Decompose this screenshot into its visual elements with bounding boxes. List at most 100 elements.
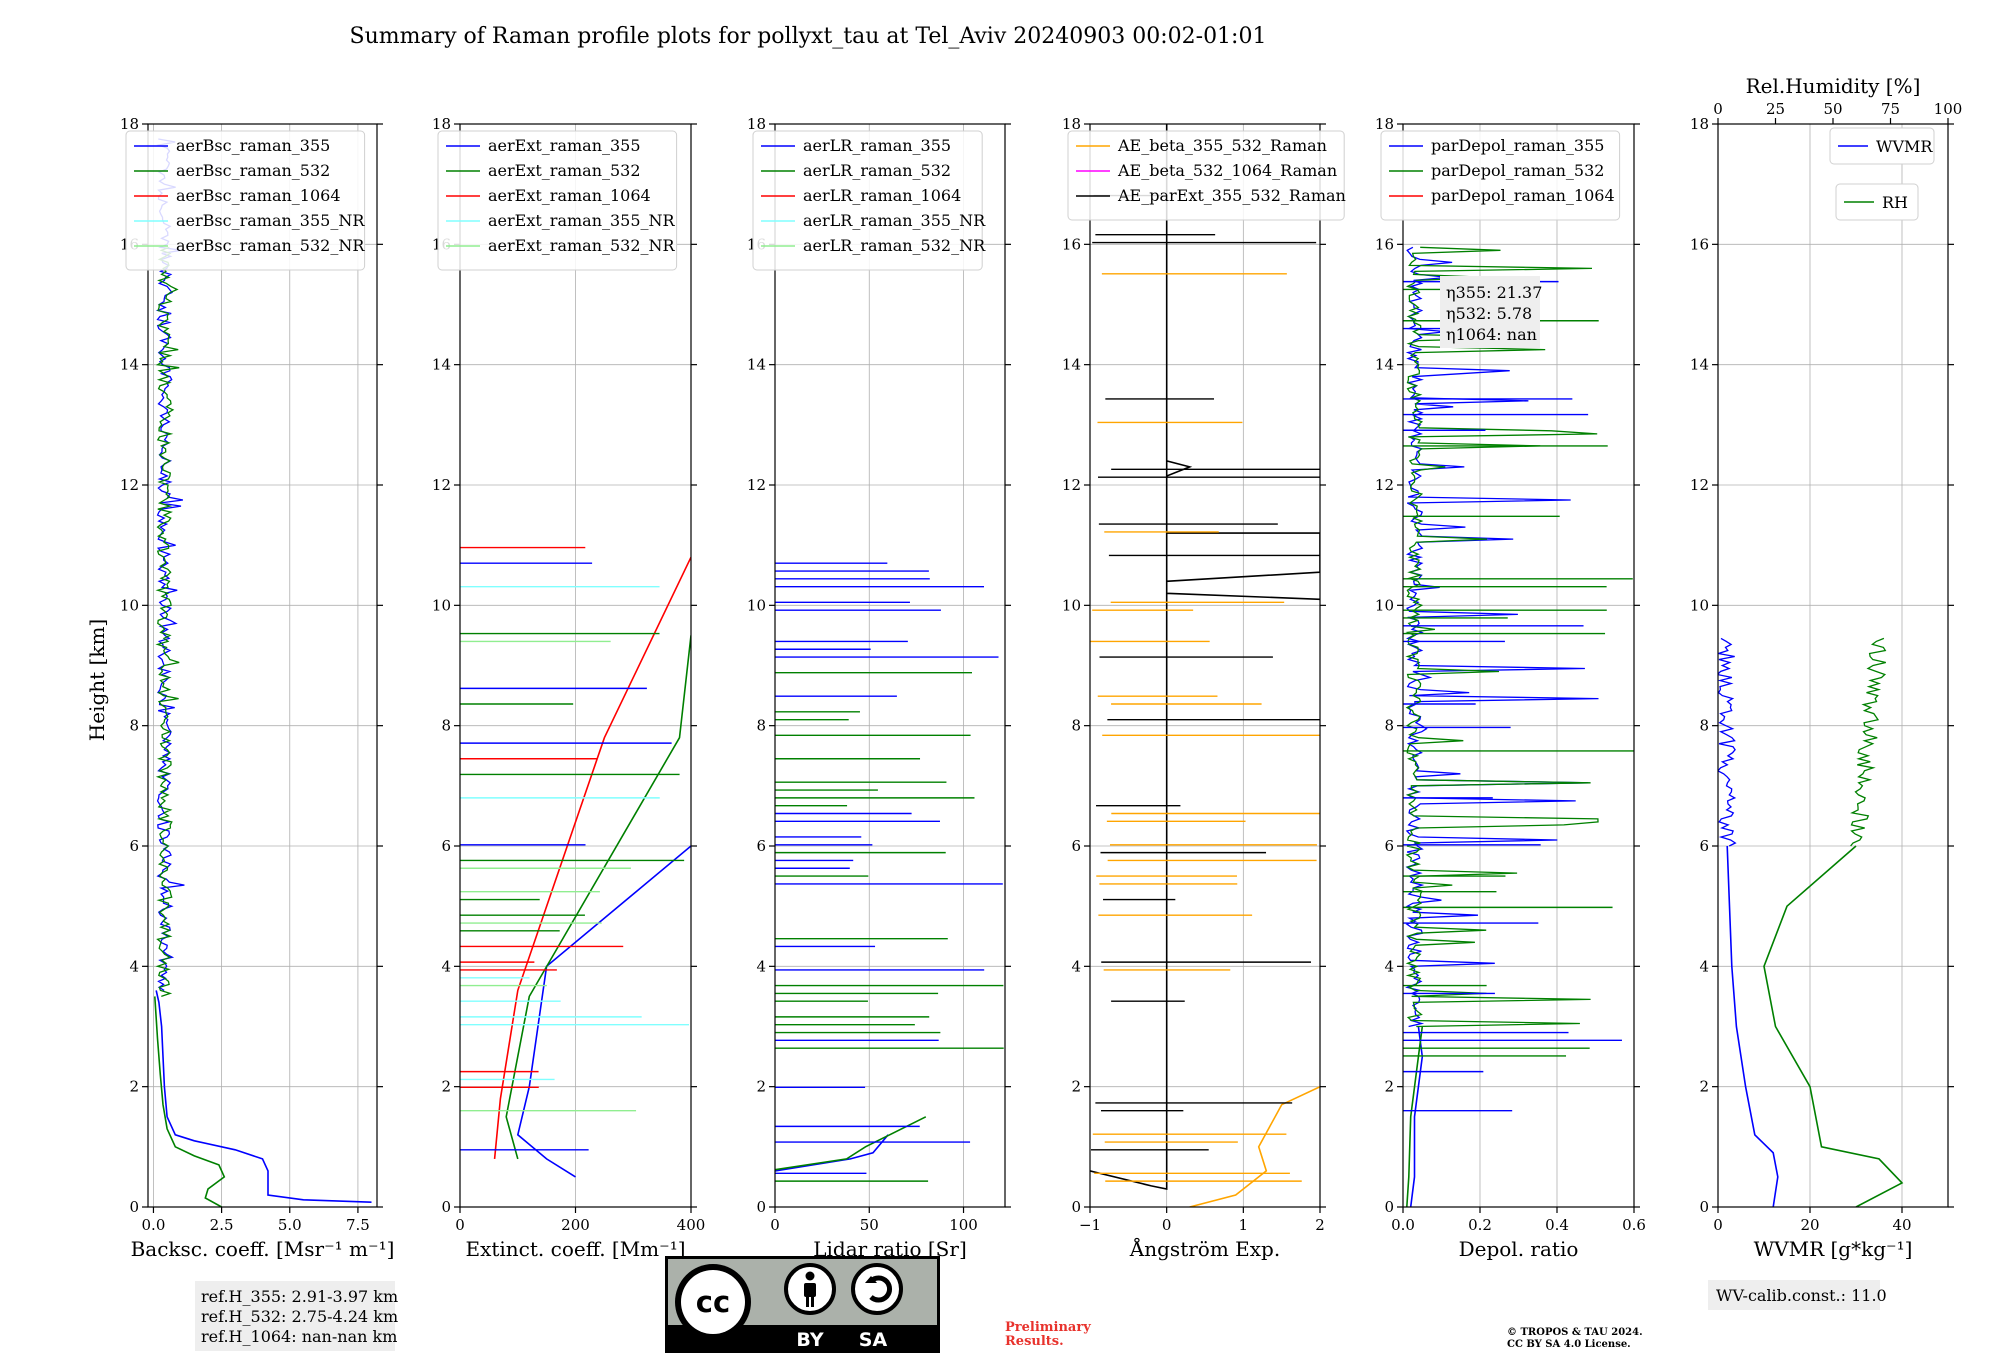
legend: parDepol_raman_355 parDepol_raman_532 parD… xyxy=(1380,130,1621,221)
series-aerExt_raman_355 xyxy=(516,845,691,1178)
legend-entry: aerExt_raman_355 xyxy=(488,136,641,155)
legend-entry: AE_beta_532_1064_Raman xyxy=(1117,161,1337,180)
legend-box xyxy=(437,130,678,271)
y-tick-label: 14 xyxy=(747,356,766,374)
series-parDepol_raman_355-upper xyxy=(1405,246,1599,1028)
tick-group: 0246810121416180200400 xyxy=(432,115,705,1234)
y-tick-label: 14 xyxy=(1690,356,1709,374)
y-tick-label: 18 xyxy=(747,115,766,133)
cc-icon-label: cc xyxy=(696,1285,730,1319)
data-layer xyxy=(1403,246,1634,1207)
cc-icon: cc xyxy=(675,1264,751,1340)
x-tick-label: 40 xyxy=(1892,1216,1911,1234)
x-tick-label: 2 xyxy=(1315,1216,1325,1234)
x-tick-label: −1 xyxy=(1079,1216,1101,1234)
axes-frame xyxy=(774,123,1006,1208)
y-tick-label: 0 xyxy=(1699,1198,1709,1216)
series-parDepol_raman_532 xyxy=(1406,1026,1424,1207)
y-tick-label: 14 xyxy=(1062,356,1081,374)
legend-box xyxy=(125,130,366,271)
cc-by-label: BY xyxy=(796,1329,823,1351)
y-tick-label: 8 xyxy=(441,717,451,735)
x-tick-label: 100 xyxy=(949,1216,978,1234)
gridlines xyxy=(1717,123,1948,1208)
series-aerExt_raman_532 xyxy=(505,635,691,1160)
y-tick-label: 2 xyxy=(1699,1078,1709,1096)
x-tick-label: 400 xyxy=(677,1216,706,1234)
series-aerLR_raman_355 xyxy=(775,1134,889,1172)
legend-entry: parDepol_raman_1064 xyxy=(1431,186,1615,205)
y-tick-label: 4 xyxy=(1384,957,1394,975)
series-aerBsc_raman_355 xyxy=(155,990,372,1203)
preliminary-note: Preliminary Results. xyxy=(1005,1321,1091,1349)
y-tick-label: 0 xyxy=(1384,1198,1394,1216)
data-layer xyxy=(775,562,1004,1182)
y-tick-label: 4 xyxy=(756,957,766,975)
x-tick-label: 0.2 xyxy=(1468,1216,1492,1234)
series-parDepol_raman_532-upper xyxy=(1405,246,1599,1028)
series-aerBsc_raman_532-upper xyxy=(155,246,180,998)
y-tick-label: 6 xyxy=(1384,837,1394,855)
copyright-note: © TROPOS & TAU 2024. CC BY SA 4.0 Licens… xyxy=(1507,1327,1643,1351)
y-tick-label: 10 xyxy=(432,596,451,614)
x-tick-label: 2.5 xyxy=(210,1216,234,1234)
x-axis-label: Extinct. coeff. [Mm⁻¹] xyxy=(465,1237,685,1261)
legend-entry: aerExt_raman_532_NR xyxy=(488,236,676,255)
ref-height-line: ref.H_1064: nan-nan km xyxy=(201,1327,397,1346)
y-tick-label: 4 xyxy=(441,957,451,975)
preliminary-line-2: Results. xyxy=(1005,1334,1064,1349)
x-tick-label: 0 xyxy=(455,1216,465,1234)
x-tick-label: 7.5 xyxy=(346,1216,370,1234)
series-WVMR xyxy=(1726,845,1779,1207)
share-alike-icon xyxy=(851,1263,903,1315)
eta-line: η532: 5.78 xyxy=(1446,304,1532,323)
series-RH xyxy=(1763,845,1904,1207)
axes-frame xyxy=(1717,123,1949,1208)
series-aerBsc_raman_532 xyxy=(154,996,226,1207)
y-tick-label: 14 xyxy=(1375,356,1394,374)
cc-license-badge: cc BY SA xyxy=(665,1256,940,1353)
y-tick-label: 4 xyxy=(129,957,139,975)
y-tick-label: 18 xyxy=(1062,115,1081,133)
y-tick-label: 0 xyxy=(1071,1198,1081,1216)
y-tick-label: 2 xyxy=(1071,1078,1081,1096)
y-tick-label: 8 xyxy=(1384,717,1394,735)
y-tick-label: 6 xyxy=(1071,837,1081,855)
legend: aerExt_raman_355 aerExt_raman_532 aerExt_r… xyxy=(437,130,678,271)
legend-box xyxy=(1067,130,1345,221)
series-aerExt_raman_1064 xyxy=(493,556,691,1159)
y-tick-label: 14 xyxy=(432,356,451,374)
x-axis-label: WVMR [g*kg⁻¹] xyxy=(1754,1237,1913,1261)
legend-entry: aerLR_raman_355_NR xyxy=(803,211,986,230)
legend-box xyxy=(1835,183,1919,221)
y-tick-label: 4 xyxy=(1071,957,1081,975)
x2-axis-label: Rel.Humidity [%] xyxy=(1746,74,1921,98)
x-tick-label: 0 xyxy=(1162,1216,1172,1234)
y-tick-label: 18 xyxy=(1690,115,1709,133)
ref-height-line: ref.H_532: 2.75-4.24 km xyxy=(201,1307,398,1326)
eta-box xyxy=(1440,276,1540,348)
y-tick-label: 2 xyxy=(129,1078,139,1096)
data-layer xyxy=(460,546,691,1178)
legend-box xyxy=(1829,127,1935,165)
legend-entry: AE_beta_355_532_Raman xyxy=(1117,136,1327,155)
legend-entry: aerBsc_raman_532 xyxy=(176,161,330,180)
legend-entry: aerLR_raman_532 xyxy=(803,161,951,180)
y-tick-label: 6 xyxy=(441,837,451,855)
y-tick-label: 14 xyxy=(120,356,139,374)
legend-entry: aerBsc_raman_532_NR xyxy=(176,236,365,255)
x-tick-label: 20 xyxy=(1800,1216,1819,1234)
legend-entry: aerExt_raman_532 xyxy=(488,161,641,180)
y-tick-label: 8 xyxy=(129,717,139,735)
y-tick-label: 16 xyxy=(1375,235,1394,253)
eta-line: η1064: nan xyxy=(1446,325,1537,344)
data-layer xyxy=(154,138,372,1207)
wv-calib-box xyxy=(1708,1280,1880,1310)
gridlines xyxy=(774,123,1005,1208)
legend-entry: aerBsc_raman_355_NR xyxy=(176,211,365,230)
annotation-box: WV-calib.const.: 11.0 xyxy=(1708,1280,1887,1310)
